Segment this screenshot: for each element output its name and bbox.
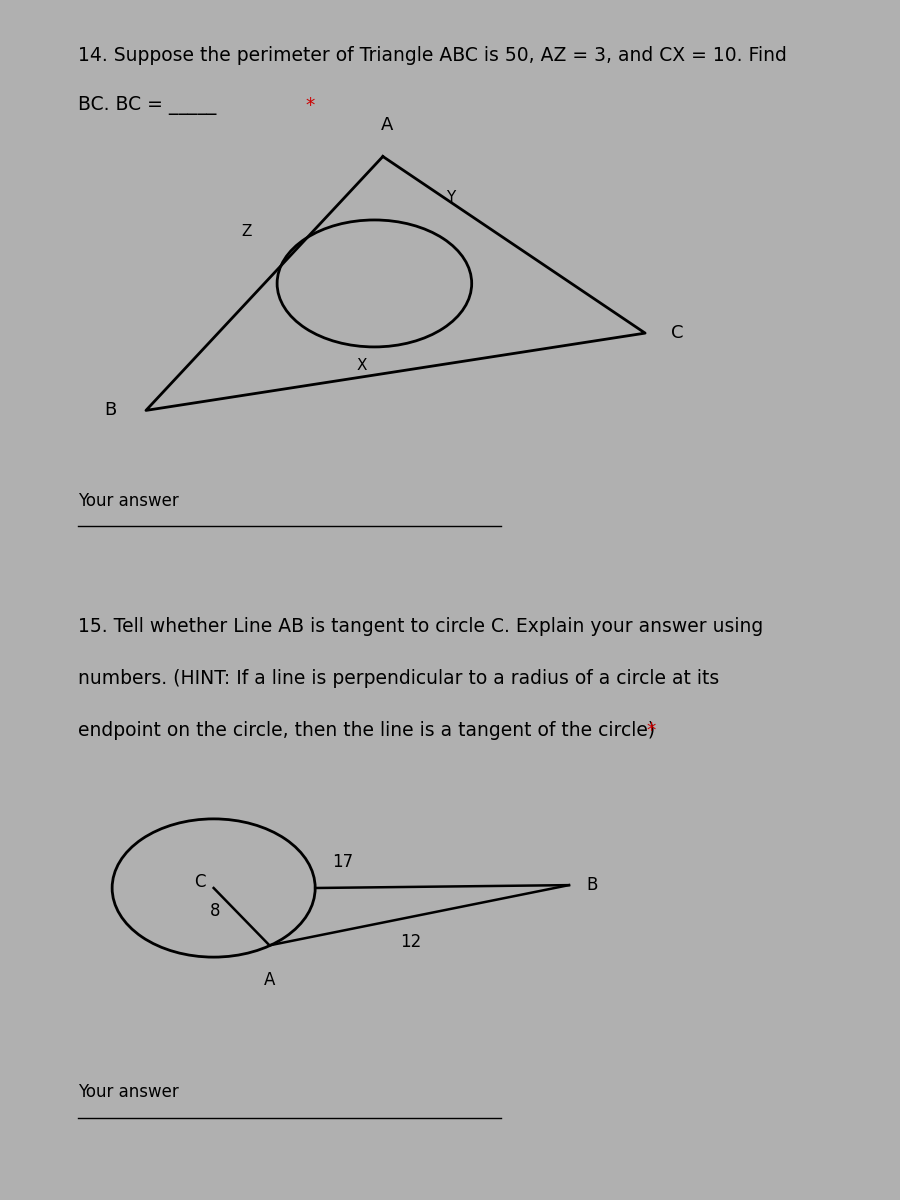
Text: numbers. (HINT: If a line is perpendicular to a radius of a circle at its: numbers. (HINT: If a line is perpendicul… xyxy=(78,670,720,688)
Text: 17: 17 xyxy=(332,853,353,871)
Text: A: A xyxy=(264,971,275,989)
Text: 12: 12 xyxy=(400,932,421,950)
Text: *: * xyxy=(294,96,315,115)
Text: A: A xyxy=(381,116,393,134)
Text: X: X xyxy=(356,358,367,373)
Text: C: C xyxy=(194,874,205,892)
Text: *: * xyxy=(641,721,656,740)
Text: 15. Tell whether Line AB is tangent to circle C. Explain your answer using: 15. Tell whether Line AB is tangent to c… xyxy=(78,617,763,636)
Text: BC. BC = _____: BC. BC = _____ xyxy=(78,96,217,115)
Text: B: B xyxy=(104,401,116,419)
Text: C: C xyxy=(670,324,683,342)
Text: Your answer: Your answer xyxy=(78,492,179,510)
Text: Y: Y xyxy=(446,191,455,205)
Text: 14. Suppose the perimeter of Triangle ABC is 50, AZ = 3, and CX = 10. Find: 14. Suppose the perimeter of Triangle AB… xyxy=(78,46,788,65)
Text: B: B xyxy=(586,876,598,894)
Text: Your answer: Your answer xyxy=(78,1084,179,1102)
Text: Z: Z xyxy=(241,223,252,239)
Text: endpoint on the circle, then the line is a tangent of the circle): endpoint on the circle, then the line is… xyxy=(78,721,655,740)
Text: 8: 8 xyxy=(210,902,220,920)
